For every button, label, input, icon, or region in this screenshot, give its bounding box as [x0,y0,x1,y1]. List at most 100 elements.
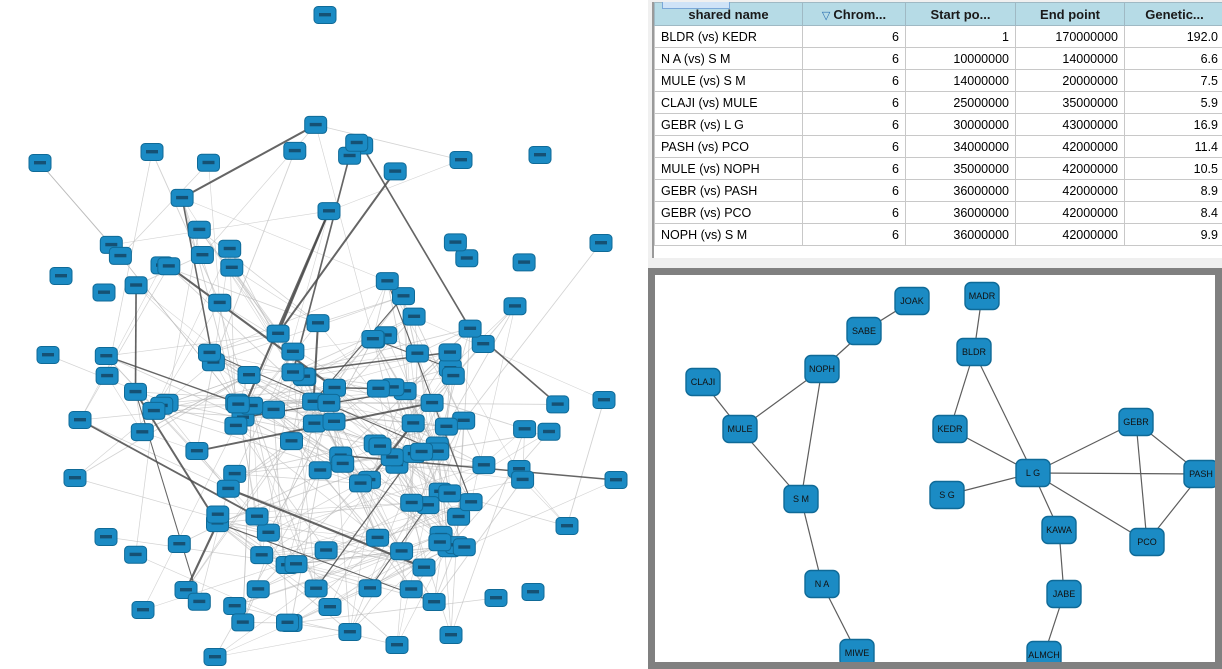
main-network-node[interactable] [503,297,527,316]
subnetwork-edge[interactable] [1032,472,1202,475]
main-network-node[interactable] [280,432,303,451]
main-network-node[interactable] [318,598,342,616]
main-network-node[interactable] [187,220,211,239]
main-network-edge[interactable] [328,159,462,212]
main-network-node[interactable] [130,423,154,442]
cell-end_point[interactable]: 170000000 [1015,25,1125,48]
subnetwork-node[interactable]: CLAJI [685,367,721,397]
cell-start_point[interactable]: 1 [905,25,1016,48]
main-network-edge[interactable] [167,387,335,404]
main-network-edge[interactable] [105,355,229,490]
main-network-edge[interactable] [268,532,398,646]
subnetwork-node[interactable]: MULE [722,414,758,444]
main-network-edge[interactable] [287,504,429,623]
main-network-node[interactable] [197,153,220,172]
main-network-node[interactable] [185,442,209,460]
main-network-node[interactable] [108,246,132,265]
main-network-node[interactable] [422,593,446,611]
main-network-edge[interactable] [39,162,112,246]
main-network-node[interactable] [140,143,164,161]
main-network-node[interactable] [142,401,166,420]
main-network-edge[interactable] [463,242,602,421]
main-network-edge[interactable] [464,479,617,548]
main-network-node[interactable] [592,391,616,409]
node-shape[interactable] [932,414,968,444]
main-network-node[interactable] [438,343,462,362]
main-network-edge[interactable] [135,554,292,624]
main-network-edge[interactable] [167,402,381,447]
column-header-end_point[interactable]: End point [1015,2,1125,26]
main-network-edge[interactable] [181,123,317,199]
main-network-edge[interactable] [404,328,471,392]
main-network-canvas[interactable] [0,0,648,669]
main-network-edge[interactable] [79,266,170,421]
edge-table[interactable]: shared name ▽ Chrom... Start po... End point… [654,2,1222,246]
main-network-node[interactable] [262,400,285,419]
main-network-node[interactable] [458,319,482,338]
node-shape[interactable] [804,569,840,599]
main-network-edge[interactable] [251,405,288,566]
node-shape[interactable] [685,367,721,397]
main-network-node[interactable] [94,347,118,365]
table-row[interactable]: GEBR (vs) PASH 6 36000000 42000000 8.9 [654,179,1222,202]
node-shape[interactable] [783,484,819,514]
cell-genetic[interactable]: 6.6 [1124,47,1222,70]
main-network-edge[interactable] [234,605,398,646]
cell-genetic[interactable]: 9.9 [1124,223,1222,246]
column-header-genetic[interactable]: Genetic... [1124,2,1222,26]
main-network-edge[interactable] [292,155,351,373]
table-row[interactable]: CLAJI (vs) MULE 6 25000000 35000000 5.9 [654,91,1222,114]
main-network-node[interactable] [385,636,409,654]
subnetwork-node[interactable]: MIWE [839,638,875,663]
node-shape[interactable] [1026,640,1062,663]
subnetwork-edge[interactable] [800,368,823,500]
main-network-node[interactable] [231,613,255,632]
main-network-node[interactable] [313,6,337,24]
node-shape[interactable] [1129,527,1165,557]
main-network-node[interactable] [511,470,535,489]
main-network-edge[interactable] [120,162,209,257]
cell-start_point[interactable]: 36000000 [905,201,1016,224]
main-network-edge[interactable] [312,323,320,402]
main-network-edge[interactable] [74,477,269,533]
cell-end_point[interactable]: 20000000 [1015,69,1125,92]
main-network-edge[interactable] [411,502,425,568]
main-network-node[interactable] [322,412,346,431]
main-network-edge[interactable] [268,464,484,533]
main-network-node[interactable] [304,115,328,134]
main-network-edge[interactable] [315,453,415,589]
main-network-edge[interactable] [153,248,230,412]
main-network-node[interactable] [402,307,426,326]
main-network-node[interactable] [167,535,191,553]
node-shape[interactable] [846,316,882,346]
main-network-node[interactable] [63,469,87,487]
cell-genetic[interactable]: 8.4 [1124,201,1222,224]
main-network-node[interactable] [276,613,299,632]
cell-genetic[interactable]: 5.9 [1124,91,1222,114]
main-network-node[interactable] [256,523,280,542]
main-network-node[interactable] [187,592,211,611]
main-network-edge[interactable] [292,328,471,373]
main-network-node[interactable] [124,382,147,401]
subnetwork-node[interactable]: JABE [1046,579,1082,609]
cell-shared_name[interactable]: CLAJI (vs) MULE [654,91,803,114]
node-shape[interactable] [1046,579,1082,609]
main-network-node[interactable] [546,395,570,414]
main-network-node[interactable] [317,393,341,412]
main-network-node[interactable] [447,507,471,526]
main-network-edge[interactable] [161,405,341,456]
main-network-node[interactable] [284,555,308,574]
main-network-edge[interactable] [217,514,288,566]
main-network-node[interactable] [368,437,392,456]
main-network-edge[interactable] [317,295,404,324]
node-shape[interactable] [1118,407,1154,437]
node-shape[interactable] [929,480,965,510]
cell-end_point[interactable]: 42000000 [1015,223,1125,246]
table-body[interactable]: BLDR (vs) KEDR 6 1 170000000 192.0 N A (vs) S… [654,25,1222,246]
main-network-node[interactable] [401,414,425,433]
main-network-edge[interactable] [413,316,485,466]
table-row[interactable]: GEBR (vs) L G 6 30000000 43000000 16.9 [654,113,1222,136]
main-network-node[interactable] [452,538,476,557]
subnetwork-edge[interactable] [973,351,1034,474]
main-network-node[interactable] [36,346,60,364]
